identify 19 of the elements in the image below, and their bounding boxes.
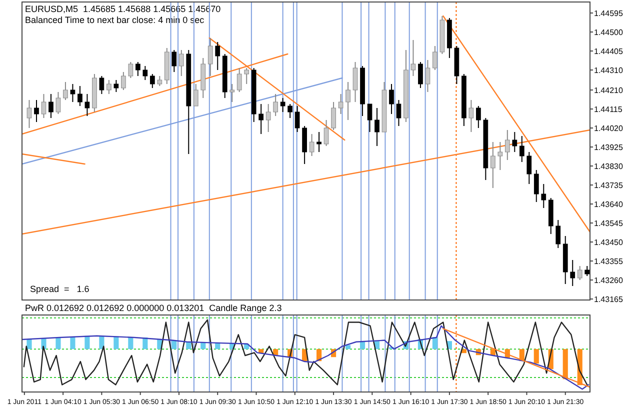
chart-title: PwR 0.012692 0.012692 0.000000 0.013201 Candle Range 2.3 [25,303,282,313]
y-tick-label: 1.43830 [594,162,624,171]
y-tick-label: 1.44210 [594,86,624,95]
y-tick-label: 1.44310 [594,66,624,75]
y-tick-label: 1.44405 [594,46,624,56]
y-tick-label: 1.43925 [594,142,624,152]
y-tick-label: 1.44595 [594,8,624,18]
y-tick-label: 1.43165 [594,294,624,304]
annotation: Spread = 1.6 [30,284,90,294]
y-tick-label: 1.43450 [594,238,624,247]
y-tick-label: 1.43260 [594,276,624,285]
y-tick-label: 1.43735 [594,180,624,190]
y-tick-label: 1.43355 [594,256,624,266]
y-tick-label: 1.44500 [594,28,624,37]
y-tick-label: 1.43640 [594,200,624,209]
chart-title: EURUSD,M5 1.45685 1.45688 1.45665 1.45670 [25,4,221,14]
y-tick-label: 1.44115 [594,104,623,114]
y-tick-label: 1.44020 [594,124,624,133]
y-tick-label: 1.43545 [594,218,624,228]
